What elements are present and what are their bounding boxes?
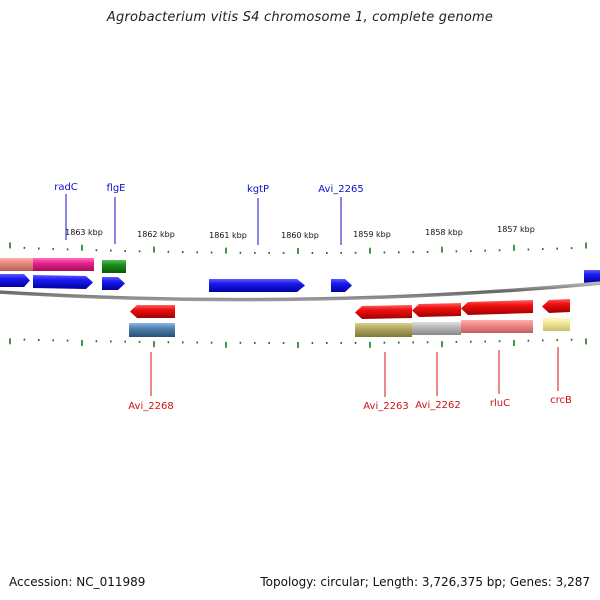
salmon-feature[interactable] [0,258,33,271]
forward-gene-labels: radC flgE kgtP Avi_2265 [54,182,364,245]
inner-tick-ring [9,338,587,348]
kbp-label-1862: 1862 kbp [137,230,175,239]
gene-arrow-flgE[interactable] [102,277,125,290]
gene-arrow-Avi_2265[interactable] [331,279,352,292]
label-crcB[interactable]: crcB [550,395,572,406]
kbp-label-1863: 1863 kbp [65,228,103,237]
label-kgtP[interactable]: kgtP [247,184,269,195]
pink-feature[interactable] [33,258,94,271]
silver-feature[interactable] [412,322,461,335]
gene-arrow-Avi_2263[interactable] [355,305,412,319]
gene-arrow-Avi_2268[interactable] [130,305,175,318]
kbp-label-1860: 1860 kbp [281,231,319,240]
label-Avi_2268[interactable]: Avi_2268 [128,401,173,412]
genome-summary-text: Topology: circular; Length: 3,726,375 bp… [260,575,590,589]
olive-feature[interactable] [355,323,412,337]
label-flgE[interactable]: flgE [107,183,126,194]
lightred-feature[interactable] [461,320,533,333]
gene-arrow-kgtP[interactable] [209,279,305,292]
label-Avi_2265[interactable]: Avi_2265 [318,184,363,195]
accession-text: Accession: NC_011989 [9,575,146,589]
label-Avi_2263[interactable]: Avi_2263 [363,401,408,412]
forward-strand-track [0,258,600,292]
gene-arrow-crcB[interactable] [542,299,570,313]
gene-arrow-rluC[interactable] [461,300,533,315]
label-rluC[interactable]: rluC [490,398,510,409]
outer-tick-ring [9,242,587,254]
reverse-strand-track [129,299,570,337]
green-feature[interactable] [102,260,126,273]
paleyellow-feature[interactable] [543,318,570,331]
kbp-scale-labels: 1863 kbp 1862 kbp 1861 kbp 1860 kbp 1859… [65,225,535,240]
gene-arrow-radC[interactable] [33,275,93,289]
kbp-label-1858: 1858 kbp [425,228,463,237]
kbp-label-1859: 1859 kbp [353,230,391,239]
reverse-gene-labels: Avi_2268 Avi_2263 Avi_2262 rluC crcB [128,347,572,412]
steelblue-feature[interactable] [129,323,175,337]
genome-title: Agrobacterium vitis S4 chromosome 1, com… [106,10,494,25]
label-Avi_2262[interactable]: Avi_2262 [415,400,460,411]
chromosome-backbone [0,281,600,302]
gene-arrow-left-edge[interactable] [0,274,30,287]
kbp-label-1857: 1857 kbp [497,225,535,234]
kbp-label-1861: 1861 kbp [209,231,247,240]
gene-arrow-Avi_2262[interactable] [412,303,461,317]
label-radC[interactable]: radC [54,182,78,193]
gene-arrow-right-edge[interactable] [584,270,600,283]
